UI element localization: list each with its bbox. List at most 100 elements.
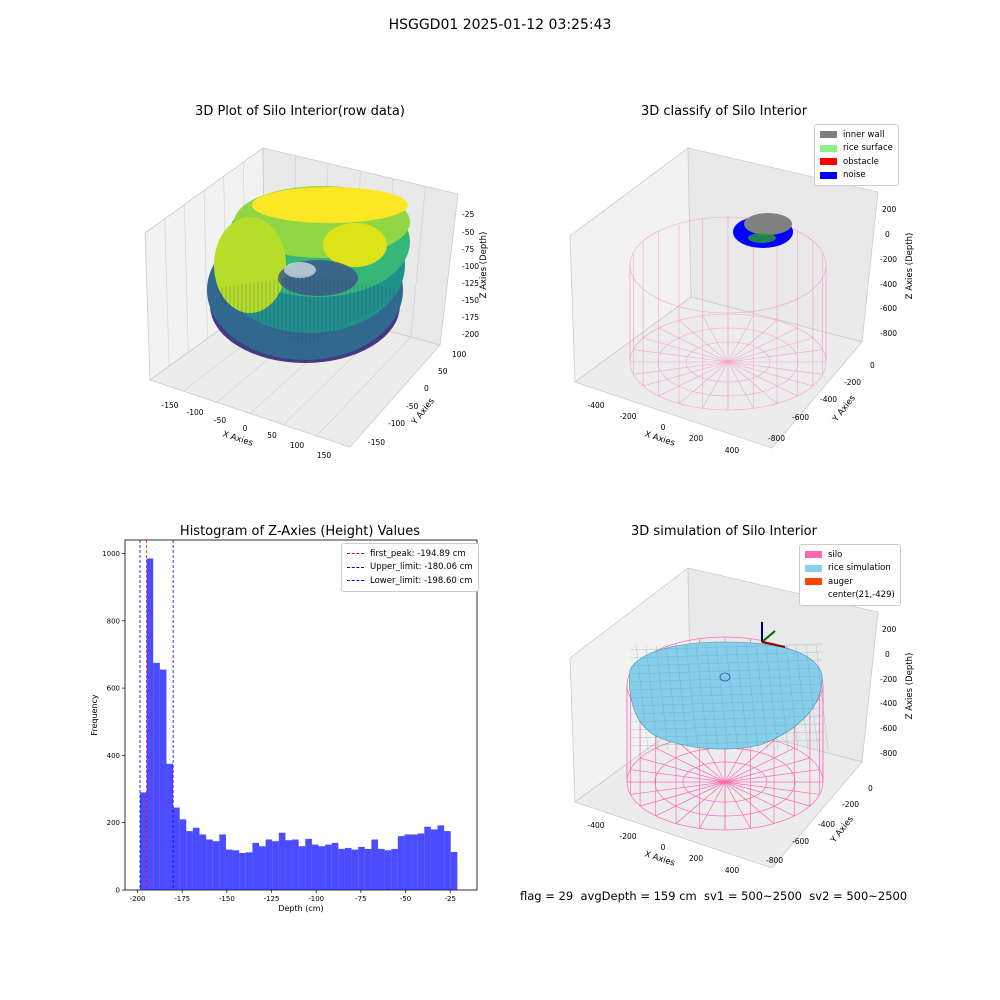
histogram-bar xyxy=(259,846,266,890)
histogram-bar xyxy=(285,840,293,890)
histogram-bar xyxy=(424,826,431,890)
svg-text:-800: -800 xyxy=(880,749,897,758)
classify-x-ticks: -400 -200 0 200 400 xyxy=(587,401,739,455)
histogram-bar xyxy=(212,841,220,890)
simulation-x-ticks: -400 -200 0 200 400 xyxy=(587,821,739,875)
figure-title: HSGGD01 2025-01-12 03:25:43 xyxy=(388,17,612,33)
inner-wall-swatch xyxy=(820,131,837,139)
histogram-bar xyxy=(305,838,312,890)
svg-text:0: 0 xyxy=(424,384,429,393)
svg-text:200: 200 xyxy=(882,625,897,634)
histogram-chart: -200 -175 -150 -125 -100 -75 -50 -25 0 200 400 600… xyxy=(90,539,478,913)
svg-text:-75: -75 xyxy=(462,245,474,254)
center-swatch xyxy=(805,592,822,599)
simulation-y-ticks: 0 -200 -400 -600 -800 xyxy=(766,784,873,865)
histogram-bar xyxy=(331,842,339,890)
auger-swatch xyxy=(805,578,822,586)
histogram-bars xyxy=(140,558,458,890)
legend-item-auger: auger xyxy=(805,575,895,589)
histogram-bar xyxy=(219,834,226,890)
svg-text:-25: -25 xyxy=(462,210,474,219)
classify-plot-title: 3D classify of Silo Interior xyxy=(640,104,808,119)
rice-simulation-surface xyxy=(629,641,829,751)
svg-text:-400: -400 xyxy=(880,699,897,708)
status-line: flag = 29 avgDepth = 159 cm sv1 = 500~25… xyxy=(520,889,908,903)
histogram-bar xyxy=(351,849,359,890)
histogram-bar xyxy=(311,844,319,890)
histogram-legend: first_peak: -194.89 cm Upper_limit: -180… xyxy=(341,543,479,592)
raw-x-ticks: -150 -100 -50 0 50 100 150 xyxy=(161,401,331,460)
svg-text:200: 200 xyxy=(882,205,897,214)
raw-z-ticks: -25 -50 -75 -100 -125 -150 -175 -200 xyxy=(462,210,479,339)
histogram-bar xyxy=(265,839,273,890)
svg-text:-100: -100 xyxy=(388,419,405,428)
svg-text:-125: -125 xyxy=(462,279,479,288)
y-tick-label: 1000 xyxy=(102,550,120,558)
histogram-bar xyxy=(146,558,154,890)
histogram-bar xyxy=(384,850,392,890)
simulation-plot-title: 3D simulation of Silo Interior xyxy=(631,524,817,539)
classify-y-ticks: 0 -200 -400 -600 -800 xyxy=(768,361,875,443)
histogram-bar xyxy=(430,829,438,890)
histogram-bar xyxy=(239,852,246,890)
legend-item-center: center(21,-429) xyxy=(805,589,895,603)
svg-text:-200: -200 xyxy=(844,378,861,387)
classify-axes-panes xyxy=(569,147,879,449)
svg-text:50: 50 xyxy=(438,367,448,376)
classify-3d-plot: -400 -200 0 200 400 X Axies 0 -200 -400 … xyxy=(569,147,915,455)
legend-item-rice-surface: rice surface xyxy=(820,142,893,156)
histogram-bar xyxy=(199,834,207,890)
x-tick-label: -25 xyxy=(444,895,455,903)
histogram-bar xyxy=(411,834,418,890)
x-tick-label: -100 xyxy=(308,895,324,903)
svg-text:-100: -100 xyxy=(462,262,479,271)
svg-text:-600: -600 xyxy=(880,304,897,313)
histogram-bar xyxy=(444,831,451,890)
histogram-bar xyxy=(166,763,174,890)
histogram-bar xyxy=(252,842,260,890)
rice-simulation-swatch xyxy=(805,564,822,572)
svg-text:-400: -400 xyxy=(820,395,837,404)
svg-text:-200: -200 xyxy=(880,675,897,684)
svg-text:-150: -150 xyxy=(161,401,178,410)
histogram-title: Histogram of Z-Axies (Height) Values xyxy=(179,524,421,539)
legend-item-obstacle: obstacle xyxy=(820,155,893,169)
svg-text:-50: -50 xyxy=(406,402,418,411)
histogram-bar xyxy=(437,825,445,890)
simulation-z-ticks: 200 0 -200 -400 -600 -800 xyxy=(880,625,897,758)
svg-text:150: 150 xyxy=(317,451,332,460)
histogram-bar xyxy=(292,839,299,890)
histogram-bar xyxy=(192,827,200,890)
y-tick-label: 400 xyxy=(107,752,120,760)
classify-z-label: Z Axies (Depth) xyxy=(905,233,915,300)
svg-text:100: 100 xyxy=(452,350,467,359)
legend-item-silo: silo xyxy=(805,548,895,562)
histogram-y-label: Frequency xyxy=(90,694,99,736)
histogram-bar xyxy=(358,846,365,890)
histogram-x-label: Depth (cm) xyxy=(278,904,323,913)
simulation-x-label: X Axies xyxy=(643,849,676,868)
histogram-reference-lines xyxy=(139,540,174,890)
histogram-bar xyxy=(140,792,147,890)
svg-text:-50: -50 xyxy=(462,228,474,237)
svg-text:-175: -175 xyxy=(462,313,479,322)
svg-text:-200: -200 xyxy=(842,800,859,809)
legend-item-noise: noise xyxy=(820,169,893,183)
svg-text:-150: -150 xyxy=(462,296,479,305)
svg-text:0: 0 xyxy=(885,230,890,239)
histogram-bar xyxy=(417,833,425,890)
lower-limit-line-sample xyxy=(347,580,364,582)
histogram-bar xyxy=(298,846,306,890)
simulation-3d-plot: -400 -200 0 200 400 X Axies 0 -200 -400 … xyxy=(569,567,915,875)
histogram-bar xyxy=(404,834,412,890)
y-tick-label: 0 xyxy=(116,887,120,895)
histogram-y-ticks: 0 200 400 600 800 1000 xyxy=(102,550,125,895)
svg-text:200: 200 xyxy=(689,434,704,443)
x-tick-label: -75 xyxy=(355,895,366,903)
histogram-bar xyxy=(245,852,253,890)
histogram-bar xyxy=(338,848,345,890)
svg-text:0: 0 xyxy=(868,784,873,793)
histogram-bar xyxy=(179,819,187,890)
legend-item-first-peak: first_peak: -194.89 cm xyxy=(347,547,473,561)
svg-text:-800: -800 xyxy=(880,329,897,338)
